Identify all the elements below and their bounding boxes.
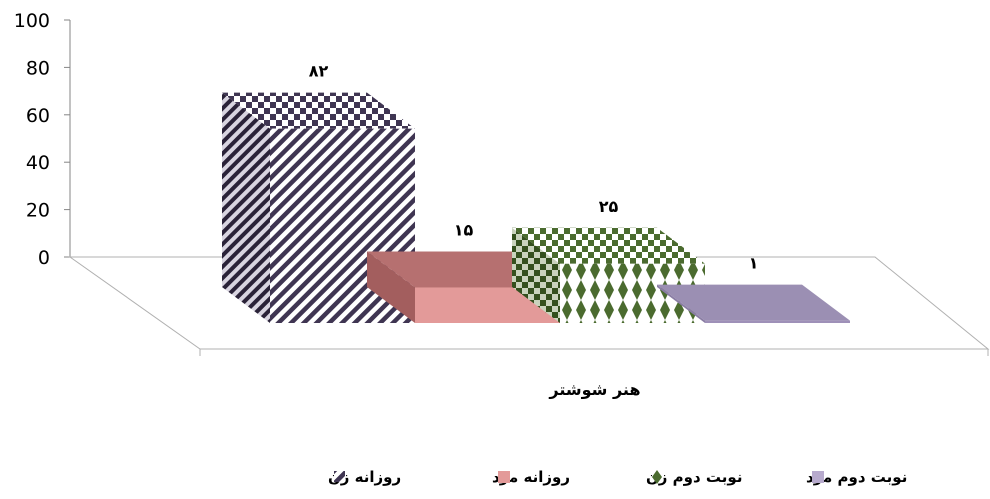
legend: روزانه زن روزانه مرد نوبت دوم زن نوبت دوم م… [328, 468, 907, 486]
legend-swatch [498, 471, 510, 483]
y-tick-label: 80 [26, 57, 50, 79]
bar-top [222, 92, 415, 129]
bar-top [367, 251, 560, 288]
axis-layer: 0 20 40 60 80 100 [14, 10, 990, 356]
legend-swatch [812, 471, 824, 483]
bar-1 [367, 251, 560, 323]
bar-side [657, 284, 705, 323]
legend-item-1: روزانه مرد [492, 468, 570, 486]
bar-2 [512, 227, 705, 323]
bar-side [222, 92, 270, 323]
legend-label: نوبت دوم زن [646, 468, 742, 486]
data-label-2: ۲۵ [599, 197, 619, 216]
y-tick-label: 40 [26, 152, 50, 174]
bar-top [657, 284, 850, 321]
data-label-1: ۱۵ [454, 220, 474, 239]
legend-item-3: نوبت دوم مرد [806, 468, 907, 486]
data-label-0: ۸۲ [309, 62, 329, 81]
bar-front [705, 320, 850, 323]
y-tick-label: 20 [26, 200, 50, 222]
legend-item-0: روزانه زن [328, 468, 401, 486]
data-label-3: ۱ [749, 254, 759, 273]
y-tick-label: 60 [26, 105, 50, 127]
y-tick-label: 100 [14, 10, 50, 32]
legend-label: روزانه زن [328, 468, 401, 486]
legend-item-2: نوبت دوم زن [646, 468, 742, 486]
legend-swatch [652, 470, 662, 484]
legend-label: نوبت دوم مرد [806, 468, 907, 486]
category-label: هنر شوشتر [548, 380, 640, 399]
bar-side [367, 251, 415, 323]
legend-swatch [334, 471, 345, 482]
legend-label: روزانه مرد [492, 468, 570, 486]
bar-side [512, 227, 560, 323]
bar-top [512, 227, 705, 264]
bar-3 [657, 284, 850, 323]
bars-layer [222, 92, 850, 323]
labels-layer: ۸۲ ۱۵ ۲۵ ۱ هنر شوشتر [309, 62, 759, 399]
y-tick-label: 0 [38, 247, 50, 269]
